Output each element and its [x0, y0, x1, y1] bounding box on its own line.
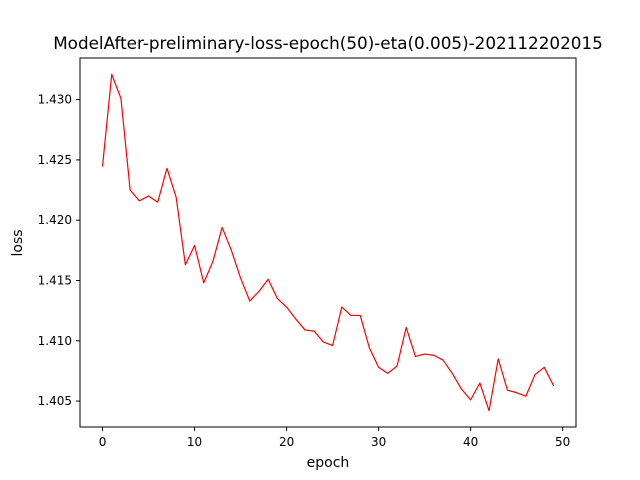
x-tick-label: 30	[371, 435, 386, 449]
x-axis-label: epoch	[307, 455, 350, 471]
chart-title: ModelAfter-preliminary-loss-epoch(50)-et…	[53, 33, 603, 53]
y-axis-label: loss	[10, 229, 26, 256]
x-tick-label: 0	[99, 435, 107, 449]
series-layer	[101, 73, 555, 412]
axes-frame	[79, 57, 577, 428]
y-axis-ticks: 1.405 1.410 1.415 1.420 1.425 1.430	[38, 93, 80, 408]
x-axis-ticks: 0 10 20 30 40 50	[99, 427, 570, 449]
y-tick-label: 1.430	[38, 93, 72, 107]
x-tick-label: 40	[463, 435, 478, 449]
y-tick-label: 1.420	[38, 213, 72, 227]
y-tick-label: 1.425	[38, 153, 72, 167]
series-line-0	[101, 73, 555, 412]
x-tick-label: 20	[279, 435, 294, 449]
plot-area	[80, 58, 576, 427]
y-tick-label: 1.410	[38, 334, 72, 348]
y-tick-label: 1.415	[38, 273, 72, 287]
x-tick-label: 10	[187, 435, 202, 449]
x-tick-label: 50	[555, 435, 570, 449]
y-tick-label: 1.405	[38, 394, 72, 408]
